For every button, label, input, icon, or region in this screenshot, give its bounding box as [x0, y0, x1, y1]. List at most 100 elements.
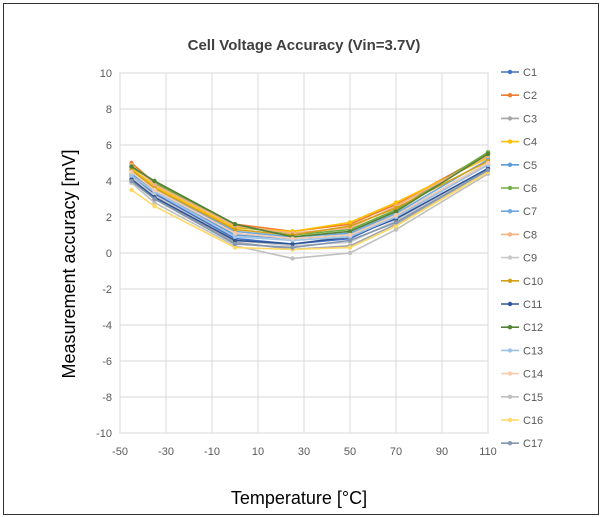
data-point-c14	[485, 160, 491, 166]
legend-label-c6: C6	[523, 183, 537, 195]
data-point-c16	[347, 245, 353, 250]
y-tick-label: -10	[96, 428, 112, 440]
legend-marker-c1	[507, 69, 513, 75]
x-tick-label: 110	[479, 446, 497, 458]
y-tick-label: 0	[106, 248, 112, 260]
data-point-c12	[152, 178, 157, 184]
data-point-c12	[393, 209, 399, 214]
data-point-c17	[232, 241, 238, 247]
x-axis-title: Temperature [°C]	[231, 488, 367, 508]
y-axis-title: Measurement accuracy [mV]	[59, 149, 79, 378]
data-point-c15	[347, 250, 353, 256]
legend-label-c13: C13	[523, 345, 543, 357]
x-tick-label: -10	[204, 446, 220, 458]
data-point-c17	[347, 238, 353, 243]
x-tick-label: -50	[112, 446, 128, 458]
data-point-c12	[129, 164, 134, 169]
data-point-c16	[393, 223, 399, 229]
legend-label-c9: C9	[523, 253, 537, 265]
data-point-c14	[152, 187, 157, 193]
legend-marker-c13	[507, 348, 513, 353]
legend-marker-c11	[507, 301, 513, 307]
data-point-c14	[290, 236, 295, 241]
legend-label-c10: C10	[523, 276, 543, 288]
legend: C1 C2 C3 C4 C5 C6 C7 C8 C9 C10 C11 C12 C13 C14 C15 C16 C…	[501, 67, 543, 450]
y-tick-label: 2	[106, 212, 112, 224]
chart-frame: Cell Voltage Accuracy (Vin=3.7V) -10 -8 -6…	[3, 3, 599, 515]
legend-marker-c8	[507, 232, 513, 237]
y-tick-label: 6	[106, 140, 112, 152]
legend-marker-c3	[507, 116, 513, 121]
y-tick-label: 8	[106, 104, 112, 116]
legend-label-c2: C2	[523, 90, 537, 102]
x-tick-label: 90	[436, 446, 448, 458]
legend-label-c8: C8	[523, 229, 537, 241]
data-point-c13	[129, 173, 134, 178]
data-point-c12	[232, 222, 238, 227]
data-point-c4	[347, 220, 353, 225]
legend-label-c4: C4	[523, 137, 537, 149]
data-point-c14	[129, 169, 134, 175]
legend-marker-c9	[507, 255, 513, 260]
legend-marker-c15	[507, 394, 513, 399]
chart-title: Cell Voltage Accuracy (Vin=3.7V)	[188, 37, 421, 54]
y-tick-label: -4	[102, 320, 112, 332]
y-tick-label: 4	[106, 176, 112, 188]
data-point-c16	[129, 187, 134, 193]
legend-label-c11: C11	[523, 299, 542, 311]
legend-label-c7: C7	[523, 206, 537, 218]
y-tick-labels: -10 -8 -6 -4 -2 0 2 4 6 8 10	[96, 68, 112, 440]
legend-marker-c5	[507, 162, 513, 167]
legend-marker-c12	[507, 325, 513, 330]
data-point-c11	[290, 241, 295, 247]
legend-marker-c4	[507, 139, 513, 144]
x-tick-label: 10	[252, 446, 264, 458]
data-point-c10	[393, 205, 399, 211]
legend-label-c5: C5	[523, 160, 537, 172]
x-tick-labels: -50 -30 -10 10 30 50 70 90 110	[112, 446, 497, 458]
data-point-c16	[232, 245, 238, 250]
chart-svg: Cell Voltage Accuracy (Vin=3.7V) -10 -8 -6…	[59, 37, 543, 508]
data-point-c10	[347, 223, 353, 229]
data-point-c11	[232, 238, 238, 243]
data-point-c17	[485, 168, 491, 173]
legend-label-c17: C17	[523, 438, 543, 450]
x-tick-label: -30	[158, 446, 174, 458]
data-point-c17	[152, 196, 157, 202]
data-point-c14	[393, 213, 399, 218]
legend-label-c16: C16	[523, 415, 543, 427]
data-point-c15	[290, 256, 295, 261]
x-tick-label: 30	[298, 446, 310, 458]
legend-marker-c16	[507, 417, 513, 423]
legend-marker-c2	[507, 93, 513, 98]
data-point-c12	[485, 151, 491, 157]
data-point-c16	[152, 204, 157, 209]
data-point-c4	[393, 200, 399, 205]
data-point-c15	[393, 227, 399, 232]
x-tick-label: 50	[344, 446, 356, 458]
series-lines	[129, 150, 491, 261]
data-point-c17	[129, 178, 134, 184]
y-tick-label: -6	[102, 356, 112, 368]
x-tick-label: 70	[390, 446, 402, 458]
data-point-c14	[232, 231, 238, 236]
y-tick-label: 10	[100, 68, 112, 80]
legend-marker-c6	[507, 185, 513, 191]
data-point-c15	[152, 200, 157, 205]
data-point-c12	[347, 229, 353, 234]
legend-label-c3: C3	[523, 113, 537, 125]
data-point-c10	[232, 227, 238, 232]
legend-marker-c10	[507, 278, 513, 283]
legend-label-c1: C1	[523, 67, 537, 79]
legend-marker-c7	[507, 209, 513, 214]
data-point-c17	[393, 220, 399, 225]
legend-marker-c17	[507, 441, 513, 446]
data-point-c13	[232, 234, 238, 239]
y-tick-label: -2	[102, 284, 112, 296]
legend-label-c14: C14	[523, 369, 543, 381]
legend-label-c12: C12	[523, 322, 543, 334]
legend-label-c15: C15	[523, 392, 543, 404]
grid	[119, 72, 489, 434]
data-point-c14	[347, 232, 353, 238]
legend-marker-c14	[507, 371, 513, 376]
